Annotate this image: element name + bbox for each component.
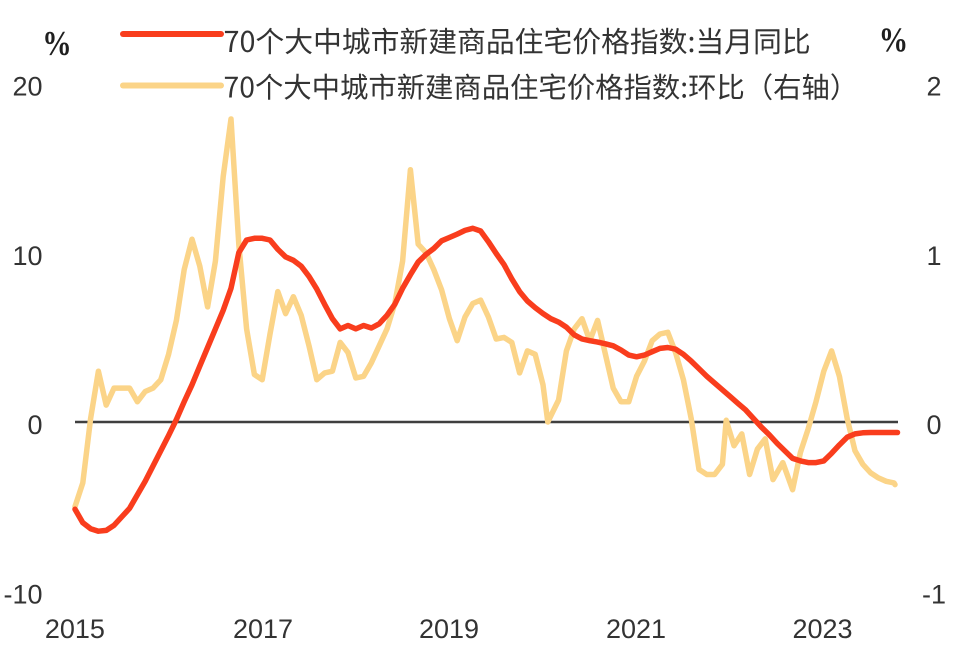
svg-text:2: 2 xyxy=(926,72,941,102)
svg-text:-10: -10 xyxy=(3,580,42,610)
svg-text:2021: 2021 xyxy=(606,614,666,644)
svg-text:0: 0 xyxy=(27,410,42,440)
svg-text:0: 0 xyxy=(926,410,941,440)
svg-text:1: 1 xyxy=(926,241,941,271)
svg-text:-1: -1 xyxy=(922,580,946,610)
svg-text:20: 20 xyxy=(12,72,42,102)
svg-text:%: % xyxy=(879,20,908,59)
svg-text:10: 10 xyxy=(12,241,42,271)
svg-text:2015: 2015 xyxy=(45,614,105,644)
svg-text:2023: 2023 xyxy=(792,614,852,644)
svg-text:2017: 2017 xyxy=(233,614,293,644)
svg-text:%: % xyxy=(42,24,71,63)
svg-text:2019: 2019 xyxy=(419,614,479,644)
